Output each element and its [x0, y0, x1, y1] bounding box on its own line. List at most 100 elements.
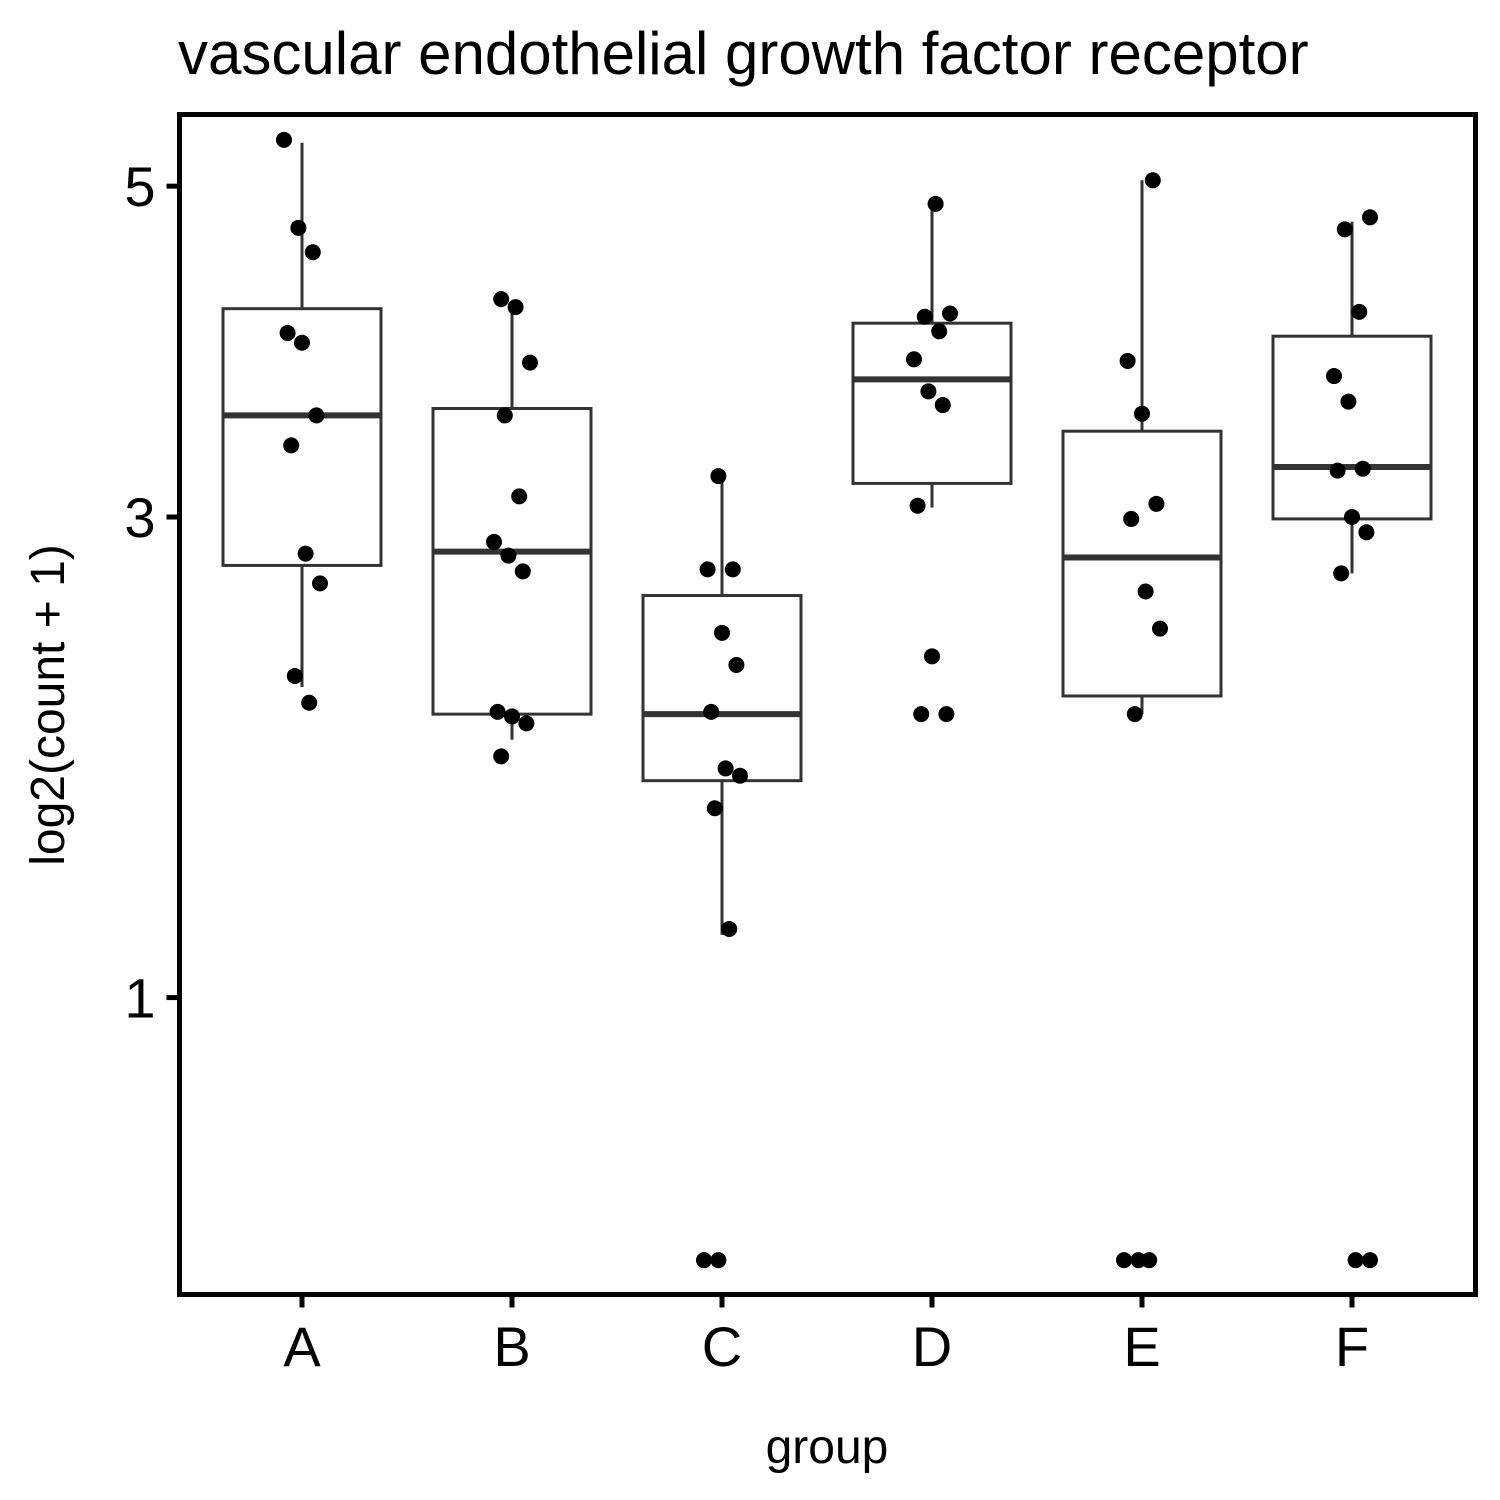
data-point: [732, 767, 748, 784]
data-point: [728, 656, 745, 673]
box-C: [641, 479, 803, 935]
data-point: [710, 468, 727, 485]
data-point: [507, 299, 524, 316]
data-point: [312, 575, 328, 592]
box-iqr: [851, 321, 1013, 485]
x-tick-label: A: [283, 1315, 321, 1378]
box-A: [221, 142, 383, 688]
data-point: [496, 407, 513, 424]
data-point: [1144, 172, 1161, 189]
panel-border: [177, 112, 1478, 1297]
chart-title: vascular endothelial growth factor recep…: [178, 20, 1309, 87]
points-B: [486, 291, 538, 765]
boxes-layer: [221, 142, 1433, 935]
box-B: [431, 300, 593, 740]
box-iqr: [221, 307, 383, 567]
y-axis-label: log2(count + 1): [22, 544, 75, 866]
data-point: [290, 219, 307, 236]
points-C: [696, 468, 748, 1269]
x-tick-label: C: [702, 1315, 742, 1378]
data-point: [489, 703, 506, 720]
data-point: [1336, 221, 1353, 238]
y-tick-label: 1: [124, 967, 155, 1030]
data-point: [500, 547, 517, 564]
y-tick-label: 5: [124, 155, 155, 218]
data-point: [913, 706, 930, 723]
data-point: [721, 920, 738, 937]
points-layer: [276, 131, 1378, 1269]
data-point: [486, 533, 502, 550]
box-iqr: [1061, 429, 1223, 698]
data-point: [927, 195, 944, 212]
data-point: [924, 648, 940, 665]
data-point: [276, 131, 292, 148]
data-point: [1116, 1252, 1132, 1269]
box-E: [1061, 180, 1223, 715]
points-A: [276, 131, 328, 711]
y-axis: 1 3 5: [124, 155, 180, 1030]
data-point: [931, 323, 948, 340]
data-point: [1354, 460, 1371, 477]
data-point: [294, 334, 310, 351]
data-point: [1333, 565, 1350, 582]
data-point: [724, 561, 741, 578]
data-point: [1351, 303, 1368, 320]
data-point: [1329, 462, 1346, 479]
data-point: [493, 748, 510, 765]
data-point: [279, 324, 296, 341]
data-point: [696, 1252, 712, 1269]
data-point: [522, 354, 538, 371]
data-point: [916, 308, 933, 325]
data-point: [906, 351, 922, 368]
data-point: [938, 706, 955, 723]
box-iqr: [641, 594, 803, 783]
data-point: [511, 488, 528, 505]
x-tick-label: B: [493, 1315, 530, 1378]
x-axis: A B C D E F: [283, 1294, 1369, 1378]
data-point: [1152, 620, 1168, 637]
data-point: [710, 1252, 727, 1269]
data-point: [518, 715, 535, 732]
x-tick-label: E: [1123, 1315, 1160, 1378]
data-point: [1340, 393, 1357, 410]
data-point: [308, 407, 325, 424]
data-point: [1362, 209, 1378, 226]
box-F: [1271, 221, 1433, 574]
points-E: [1116, 172, 1168, 1269]
x-tick-label: D: [912, 1315, 952, 1378]
box-iqr: [1271, 334, 1433, 521]
y-tick-label: 3: [124, 486, 155, 549]
data-point: [934, 397, 951, 414]
data-point: [504, 708, 520, 725]
data-point: [714, 624, 730, 641]
data-point: [942, 305, 958, 322]
data-point: [1137, 583, 1154, 600]
data-point: [514, 563, 531, 580]
data-point: [1347, 1252, 1364, 1269]
data-point: [1326, 368, 1342, 385]
data-point: [493, 291, 510, 308]
data-point: [699, 561, 716, 578]
data-point: [1148, 495, 1165, 512]
data-point: [283, 437, 300, 454]
data-point: [1362, 1252, 1378, 1269]
data-point: [297, 545, 314, 562]
data-point: [909, 497, 926, 514]
data-point: [1344, 509, 1360, 526]
data-point: [920, 383, 937, 400]
data-point: [301, 694, 318, 711]
x-axis-label: group: [766, 1421, 889, 1474]
data-point: [717, 760, 734, 777]
data-point: [706, 800, 723, 817]
data-point: [1126, 706, 1143, 723]
data-point: [1119, 352, 1136, 369]
data-point: [1358, 524, 1375, 541]
data-point: [1134, 405, 1150, 422]
data-point: [304, 244, 321, 261]
data-point: [1123, 510, 1140, 527]
data-point: [286, 667, 303, 684]
points-F: [1326, 209, 1378, 1269]
x-tick-label: F: [1335, 1315, 1369, 1378]
data-point: [1130, 1252, 1147, 1269]
